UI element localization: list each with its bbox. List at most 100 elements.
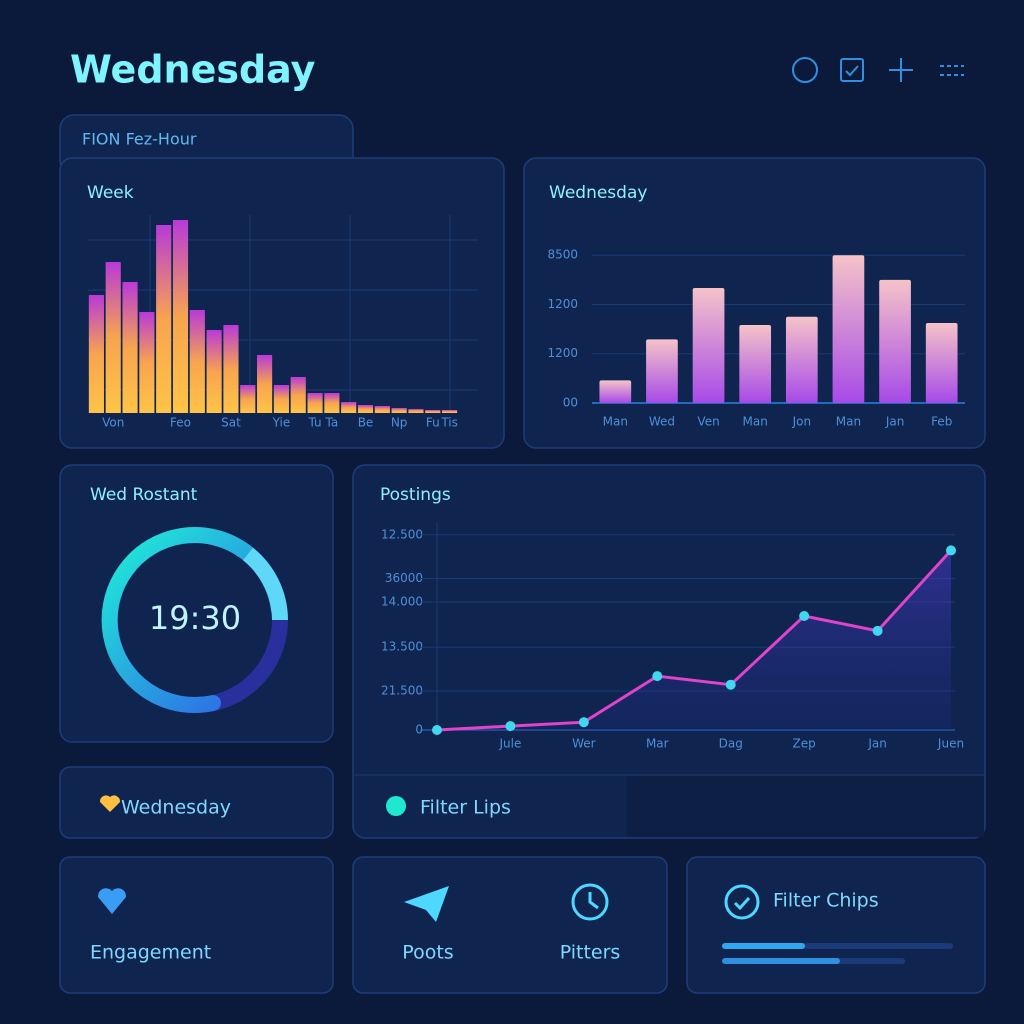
bar	[599, 380, 632, 403]
card-posts[interactable]	[352, 856, 668, 994]
charts: Von Feo Sat Yie Tu Ta Be Np Fu Tis 00 1200 1200 8500 M…	[88, 220, 965, 751]
bar	[879, 279, 911, 403]
x-tick-label: Fu	[426, 416, 440, 430]
bar	[290, 377, 306, 413]
filter-label: Filter Lips	[420, 797, 511, 819]
bar	[122, 282, 138, 413]
point	[725, 679, 736, 690]
bar	[391, 408, 407, 413]
y-tick-label: 00	[563, 396, 578, 410]
gauge-time: 19:30	[149, 599, 241, 637]
toolbar	[792, 57, 964, 83]
x-tick-label: Yie	[272, 416, 291, 430]
icon-menu[interactable]	[940, 65, 964, 76]
bar	[172, 220, 189, 413]
x-tick-label: Feo	[170, 416, 191, 430]
x-tick-label: Wed	[649, 415, 675, 429]
y-tick-label: 36000	[385, 571, 423, 585]
page-title: Wednesday	[70, 48, 316, 92]
bar	[88, 295, 104, 413]
bar	[692, 288, 725, 403]
point	[432, 725, 442, 735]
bar	[307, 393, 323, 413]
x-tick-label: Wer	[572, 737, 596, 751]
icon-check-mark	[845, 65, 859, 77]
x-tick-label: Ven	[697, 415, 719, 429]
card-status	[59, 766, 334, 839]
chips-label: Filter Chips	[773, 890, 879, 912]
icon-clock-hands	[588, 892, 599, 910]
bar	[425, 410, 441, 413]
icon-check-circle	[724, 884, 760, 920]
x-tick-label: Jan	[867, 737, 887, 751]
point	[505, 721, 516, 732]
postings-title: Postings	[380, 485, 451, 505]
icon-heart-small	[99, 795, 121, 812]
icon-plane	[404, 886, 449, 922]
icon-check[interactable]	[840, 58, 864, 82]
wednesday-title: Wednesday	[549, 183, 647, 203]
x-tick-label: Jon	[792, 415, 812, 429]
y-tick-label: 1200	[547, 297, 578, 311]
bar	[223, 325, 239, 413]
bar	[206, 330, 222, 413]
x-tick-label: Sat	[221, 416, 241, 430]
bar	[442, 410, 458, 413]
tab-label: FION Fez-Hour	[82, 130, 197, 149]
bar	[646, 339, 678, 403]
bar	[240, 385, 256, 413]
bar	[785, 316, 818, 403]
engagement-label: Engagement	[90, 942, 211, 964]
bar	[832, 255, 865, 403]
icon-circle[interactable]	[792, 57, 818, 83]
bar	[374, 406, 390, 413]
y-tick-label: 8500	[547, 248, 578, 262]
progress-bar	[722, 943, 805, 949]
pitters-label: Pitters	[560, 942, 621, 964]
x-tick-label: Jan	[885, 415, 905, 429]
icon-dot	[386, 796, 406, 816]
bar	[739, 325, 772, 403]
icon-check-circle-mark	[733, 896, 751, 911]
y-tick-label: 21.500	[381, 683, 423, 697]
y-tick-label: 12.500	[381, 527, 423, 541]
gauge-title: Wed Rostant	[90, 485, 198, 505]
icon-plus[interactable]	[889, 58, 913, 82]
panel-postings	[352, 464, 986, 839]
bar	[189, 310, 205, 413]
bar	[257, 355, 273, 413]
card-engagement[interactable]	[59, 856, 334, 994]
x-tick-label: Dag	[719, 737, 743, 751]
point	[799, 611, 810, 622]
posts-label: Poots	[402, 942, 453, 964]
panel-wednesday	[523, 157, 986, 449]
x-tick-label: Tis	[440, 416, 458, 430]
x-tick-label: Juen	[937, 737, 964, 751]
card-chips[interactable]	[686, 856, 986, 994]
x-tick-label: Jule	[498, 737, 521, 751]
panel-blank	[627, 776, 984, 837]
y-tick-label: 1200	[547, 346, 578, 360]
point	[872, 625, 883, 636]
x-tick-label: Mar	[646, 737, 669, 751]
line	[436, 549, 953, 732]
bar	[324, 393, 340, 413]
gauge-arc-light	[242, 547, 288, 621]
bar	[105, 262, 121, 413]
bar	[357, 405, 374, 413]
bar	[156, 225, 172, 413]
bar	[139, 312, 155, 413]
point	[578, 717, 589, 728]
x-tick-label: Np	[391, 416, 408, 430]
y-tick-label: 13.500	[381, 640, 423, 654]
bar	[925, 322, 958, 403]
x-tick-label: Man	[603, 415, 628, 429]
x-tick-label: Zep	[793, 737, 816, 751]
icon-heart	[97, 888, 127, 914]
progress-bar	[722, 958, 840, 964]
bar	[408, 409, 424, 413]
y-tick-label: 0	[415, 723, 423, 737]
status-label: Wednesday	[121, 797, 231, 819]
x-tick-label: Man	[836, 415, 861, 429]
